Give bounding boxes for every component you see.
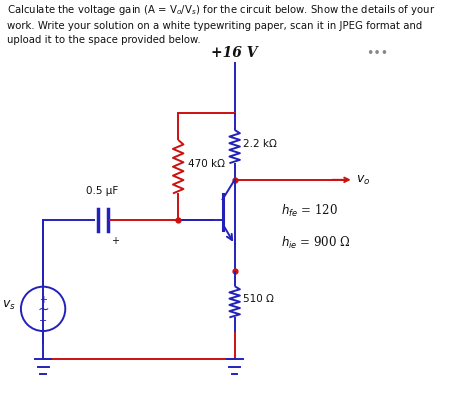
Text: $v_s$: $v_s$ bbox=[2, 298, 16, 311]
Text: Calculate the voltage gain (A = V$_o$/V$_s$) for the circuit below. Show the det: Calculate the voltage gain (A = V$_o$/V$… bbox=[7, 3, 435, 45]
Text: −: − bbox=[39, 315, 47, 325]
Text: 0.5 μF: 0.5 μF bbox=[87, 185, 119, 196]
Text: $h_{ie}$ = 900 Ω: $h_{ie}$ = 900 Ω bbox=[281, 234, 350, 251]
Text: +: + bbox=[39, 294, 47, 304]
Text: +16 V: +16 V bbox=[211, 46, 258, 60]
Text: •••: ••• bbox=[366, 47, 388, 60]
Text: ~: ~ bbox=[37, 302, 49, 316]
Text: 470 kΩ: 470 kΩ bbox=[188, 158, 225, 168]
Text: $h_{fe}$ = 120: $h_{fe}$ = 120 bbox=[281, 202, 338, 219]
Text: $v_o$: $v_o$ bbox=[356, 174, 370, 187]
Text: 510 Ω: 510 Ω bbox=[243, 293, 273, 303]
Text: 2.2 kΩ: 2.2 kΩ bbox=[243, 138, 277, 148]
Text: +: + bbox=[111, 236, 119, 246]
